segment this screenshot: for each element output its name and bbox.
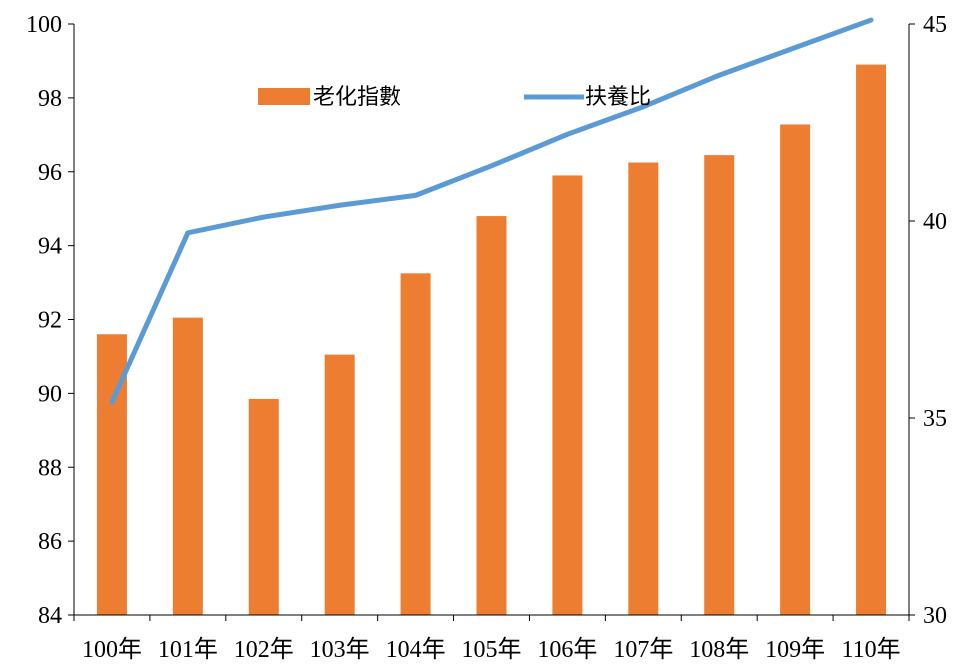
- bar-9: [780, 124, 811, 615]
- bar-3: [324, 354, 355, 615]
- right-tick-label-0: 30: [923, 603, 947, 629]
- right-tick-label-1: 35: [923, 406, 947, 432]
- left-tick-label-1: 86: [38, 529, 62, 555]
- left-tick-label-5: 94: [38, 234, 62, 260]
- legend-line-label: 扶養比: [585, 85, 651, 110]
- labels-layer: 84 86 88 90 92 94 96 98 100 30 35 40 45 100年 101年 102年 1…: [26, 12, 947, 663]
- line-layer: [109, 17, 874, 405]
- bar-1: [172, 317, 203, 615]
- legend: 老化指數 扶養比: [258, 85, 651, 110]
- bar-2: [248, 398, 279, 615]
- x-tick-label-6: 106年: [537, 636, 597, 663]
- left-tick-label-6: 96: [38, 160, 62, 186]
- right-tick-label-2: 40: [923, 209, 947, 235]
- x-tick-label-5: 105年: [462, 636, 522, 663]
- legend-bar-label: 老化指數: [313, 85, 401, 110]
- axes-layer: [68, 23, 915, 621]
- line-series-dependency-ratio: [109, 17, 874, 405]
- x-tick-label-0: 100年: [82, 636, 142, 663]
- bar-4: [400, 273, 431, 615]
- left-tick-label-2: 88: [38, 455, 62, 481]
- bars-layer: [96, 64, 887, 616]
- x-tick-label-2: 102年: [234, 636, 294, 663]
- x-tick-label-10: 110年: [841, 636, 900, 663]
- x-tick-label-4: 104年: [386, 636, 446, 663]
- left-tick-label-4: 92: [38, 308, 62, 334]
- left-tick-label-0: 84: [38, 603, 62, 629]
- x-tick-label-8: 108年: [689, 636, 749, 663]
- bar-8: [704, 155, 735, 616]
- left-tick-label-3: 90: [38, 381, 62, 407]
- left-tick-label-8: 100: [26, 12, 62, 38]
- x-tick-label-9: 109年: [765, 636, 825, 663]
- x-tick-label-1: 101年: [158, 636, 218, 663]
- bar-6: [552, 175, 583, 615]
- right-tick-label-3: 45: [923, 12, 947, 38]
- bar-10: [856, 64, 887, 616]
- x-tick-label-3: 103年: [310, 636, 370, 663]
- x-tick-label-7: 107年: [613, 636, 673, 663]
- bar-7: [628, 162, 659, 615]
- left-tick-label-7: 98: [38, 86, 62, 112]
- legend-bar-swatch: [258, 88, 310, 105]
- bar-5: [476, 216, 507, 615]
